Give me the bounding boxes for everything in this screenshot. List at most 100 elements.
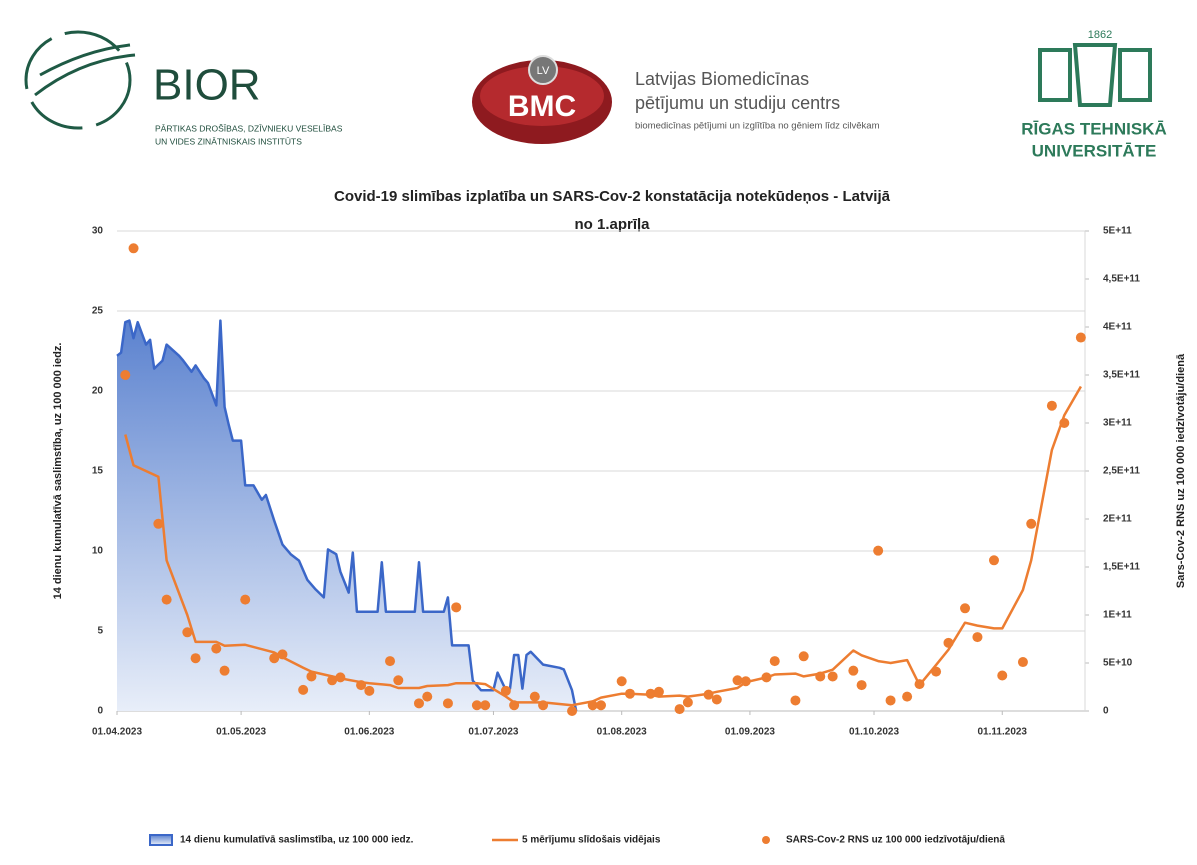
scatter-point — [393, 675, 404, 686]
chart-subtitle: no 1.aprīļa — [574, 216, 650, 233]
y-tick-label: 25 — [92, 306, 104, 317]
scatter-point — [120, 370, 131, 380]
scatter-point — [653, 686, 664, 697]
chart-title: Covid-19 slimības izplatība un SARS-Cov-… — [334, 188, 891, 205]
legend-label: 5 mērījumu slīdošais vidējais — [522, 835, 661, 846]
scatter-point — [624, 688, 635, 699]
y2-tick-label: 3,5E+11 — [1103, 370, 1140, 381]
y-tick-label: 15 — [92, 466, 104, 477]
bior-emblem — [24, 30, 132, 130]
scatter-point — [500, 685, 511, 696]
y-tick-label: 0 — [97, 706, 103, 717]
x-tick-label: 01.04.2023 — [92, 727, 142, 738]
scatter-point — [943, 637, 954, 648]
bior-logo: BIOR PĀRTIKAS DROŠĪBAS, DZĪVNIEKU VESELĪ… — [24, 30, 343, 146]
x-tick-label: 01.07.2023 — [468, 727, 518, 738]
y2-tick-label: 1E+11 — [1103, 610, 1132, 621]
y2-tick-label: 0 — [1103, 706, 1109, 717]
scatter-point — [596, 700, 606, 711]
y2-tick-label: 3E+11 — [1103, 418, 1132, 429]
scatter-point — [442, 698, 453, 709]
scatter-point — [422, 691, 433, 702]
x-tick-label: 01.11.2023 — [978, 727, 1028, 738]
scatter-point — [587, 700, 598, 711]
bmc-badge-text: LV — [537, 65, 550, 77]
scatter-point — [182, 627, 193, 638]
rtu-logo: 1862 RĪGAS TEHNISKĀ UNIVERSITĀTE — [1021, 29, 1166, 161]
scatter-point — [703, 689, 714, 700]
scatter-point — [298, 684, 309, 695]
scatter-point — [616, 676, 627, 687]
scatter-point — [327, 675, 338, 686]
scatter-point — [538, 700, 549, 711]
scatter-point — [128, 243, 139, 254]
bmc-line: Latvijas Biomedicīnas — [635, 69, 809, 89]
y2-tick-label: 4E+11 — [1103, 322, 1132, 333]
y2-tick-label: 4,5E+11 — [1103, 274, 1140, 285]
bmc-oval-inner — [480, 66, 604, 126]
y-tick-label: 30 — [92, 226, 104, 237]
x-tick-label: 01.09.2023 — [725, 727, 775, 738]
scatter-point — [529, 691, 540, 702]
y2-tick-label: 5E+11 — [1103, 226, 1132, 237]
bmc-line: pētījumu un studiju centrs — [635, 93, 840, 113]
scatter-point — [1046, 400, 1057, 411]
bmc-name: BMC — [508, 90, 576, 123]
scatter-point — [509, 700, 520, 711]
scatter-point — [769, 656, 780, 667]
scatter-point — [356, 680, 367, 691]
scatter-point — [960, 603, 971, 614]
bior-line: UN VIDES ZINĀTNISKAIS INSTITŪTS — [155, 136, 302, 146]
scatter-point — [856, 680, 867, 691]
scatter-point — [645, 688, 656, 699]
bior-swoosh — [34, 43, 136, 97]
y-tick-label: 5 — [97, 626, 103, 637]
x-tick-label: 01.10.2023 — [849, 727, 899, 738]
scatter-point — [277, 649, 288, 660]
scatter-point — [219, 665, 230, 676]
scatter-point — [1026, 518, 1037, 529]
scatter-point — [413, 698, 424, 709]
scatter-point — [873, 545, 884, 556]
scatter-point — [885, 695, 896, 706]
scatter-point — [451, 602, 462, 613]
y-tick-label: 10 — [92, 546, 104, 557]
scatter-point — [480, 700, 491, 711]
rtu-year: 1862 — [1088, 29, 1112, 41]
scatter-point — [269, 653, 280, 664]
scatter-point — [567, 706, 578, 716]
scatter-point — [682, 697, 693, 708]
scatter-point — [153, 518, 164, 529]
y2-tick-label: 2E+11 — [1103, 514, 1132, 525]
scatter-point — [711, 694, 722, 705]
scatter-point — [931, 666, 942, 677]
scatter-point — [1017, 657, 1028, 668]
scatter-point — [732, 675, 743, 686]
scatter-point — [190, 653, 201, 664]
scatter-point — [914, 679, 925, 690]
scatter-point — [306, 671, 317, 682]
scatter-point — [335, 672, 346, 683]
scatter-point — [674, 704, 685, 715]
scatter-point — [161, 594, 172, 605]
y-tick-label: 20 — [92, 386, 104, 397]
y2-tick-label: 5E+10 — [1103, 658, 1133, 669]
scatter-point — [790, 695, 801, 706]
y-axis-title: 14 dienu kumulatīvā saslimstība, uz 100 … — [52, 343, 64, 600]
scatter-point — [385, 656, 396, 667]
rtu-line: RĪGAS TEHNISKĀ — [1021, 119, 1166, 138]
bmc-logo: LV BMC Latvijas Biomedicīnas pētījumu un… — [472, 55, 880, 144]
y2-tick-label: 1,5E+11 — [1103, 562, 1140, 573]
scatter-point — [364, 685, 375, 696]
scatter-point — [997, 670, 1008, 681]
legend-swatch — [762, 836, 770, 844]
scatter-point — [815, 671, 826, 682]
scatter-point — [798, 651, 809, 662]
scatter-point — [1075, 332, 1086, 343]
area-fill — [117, 320, 577, 711]
scatter-point — [471, 700, 482, 711]
x-tick-label: 01.08.2023 — [597, 727, 647, 738]
scatter-point — [240, 594, 251, 605]
